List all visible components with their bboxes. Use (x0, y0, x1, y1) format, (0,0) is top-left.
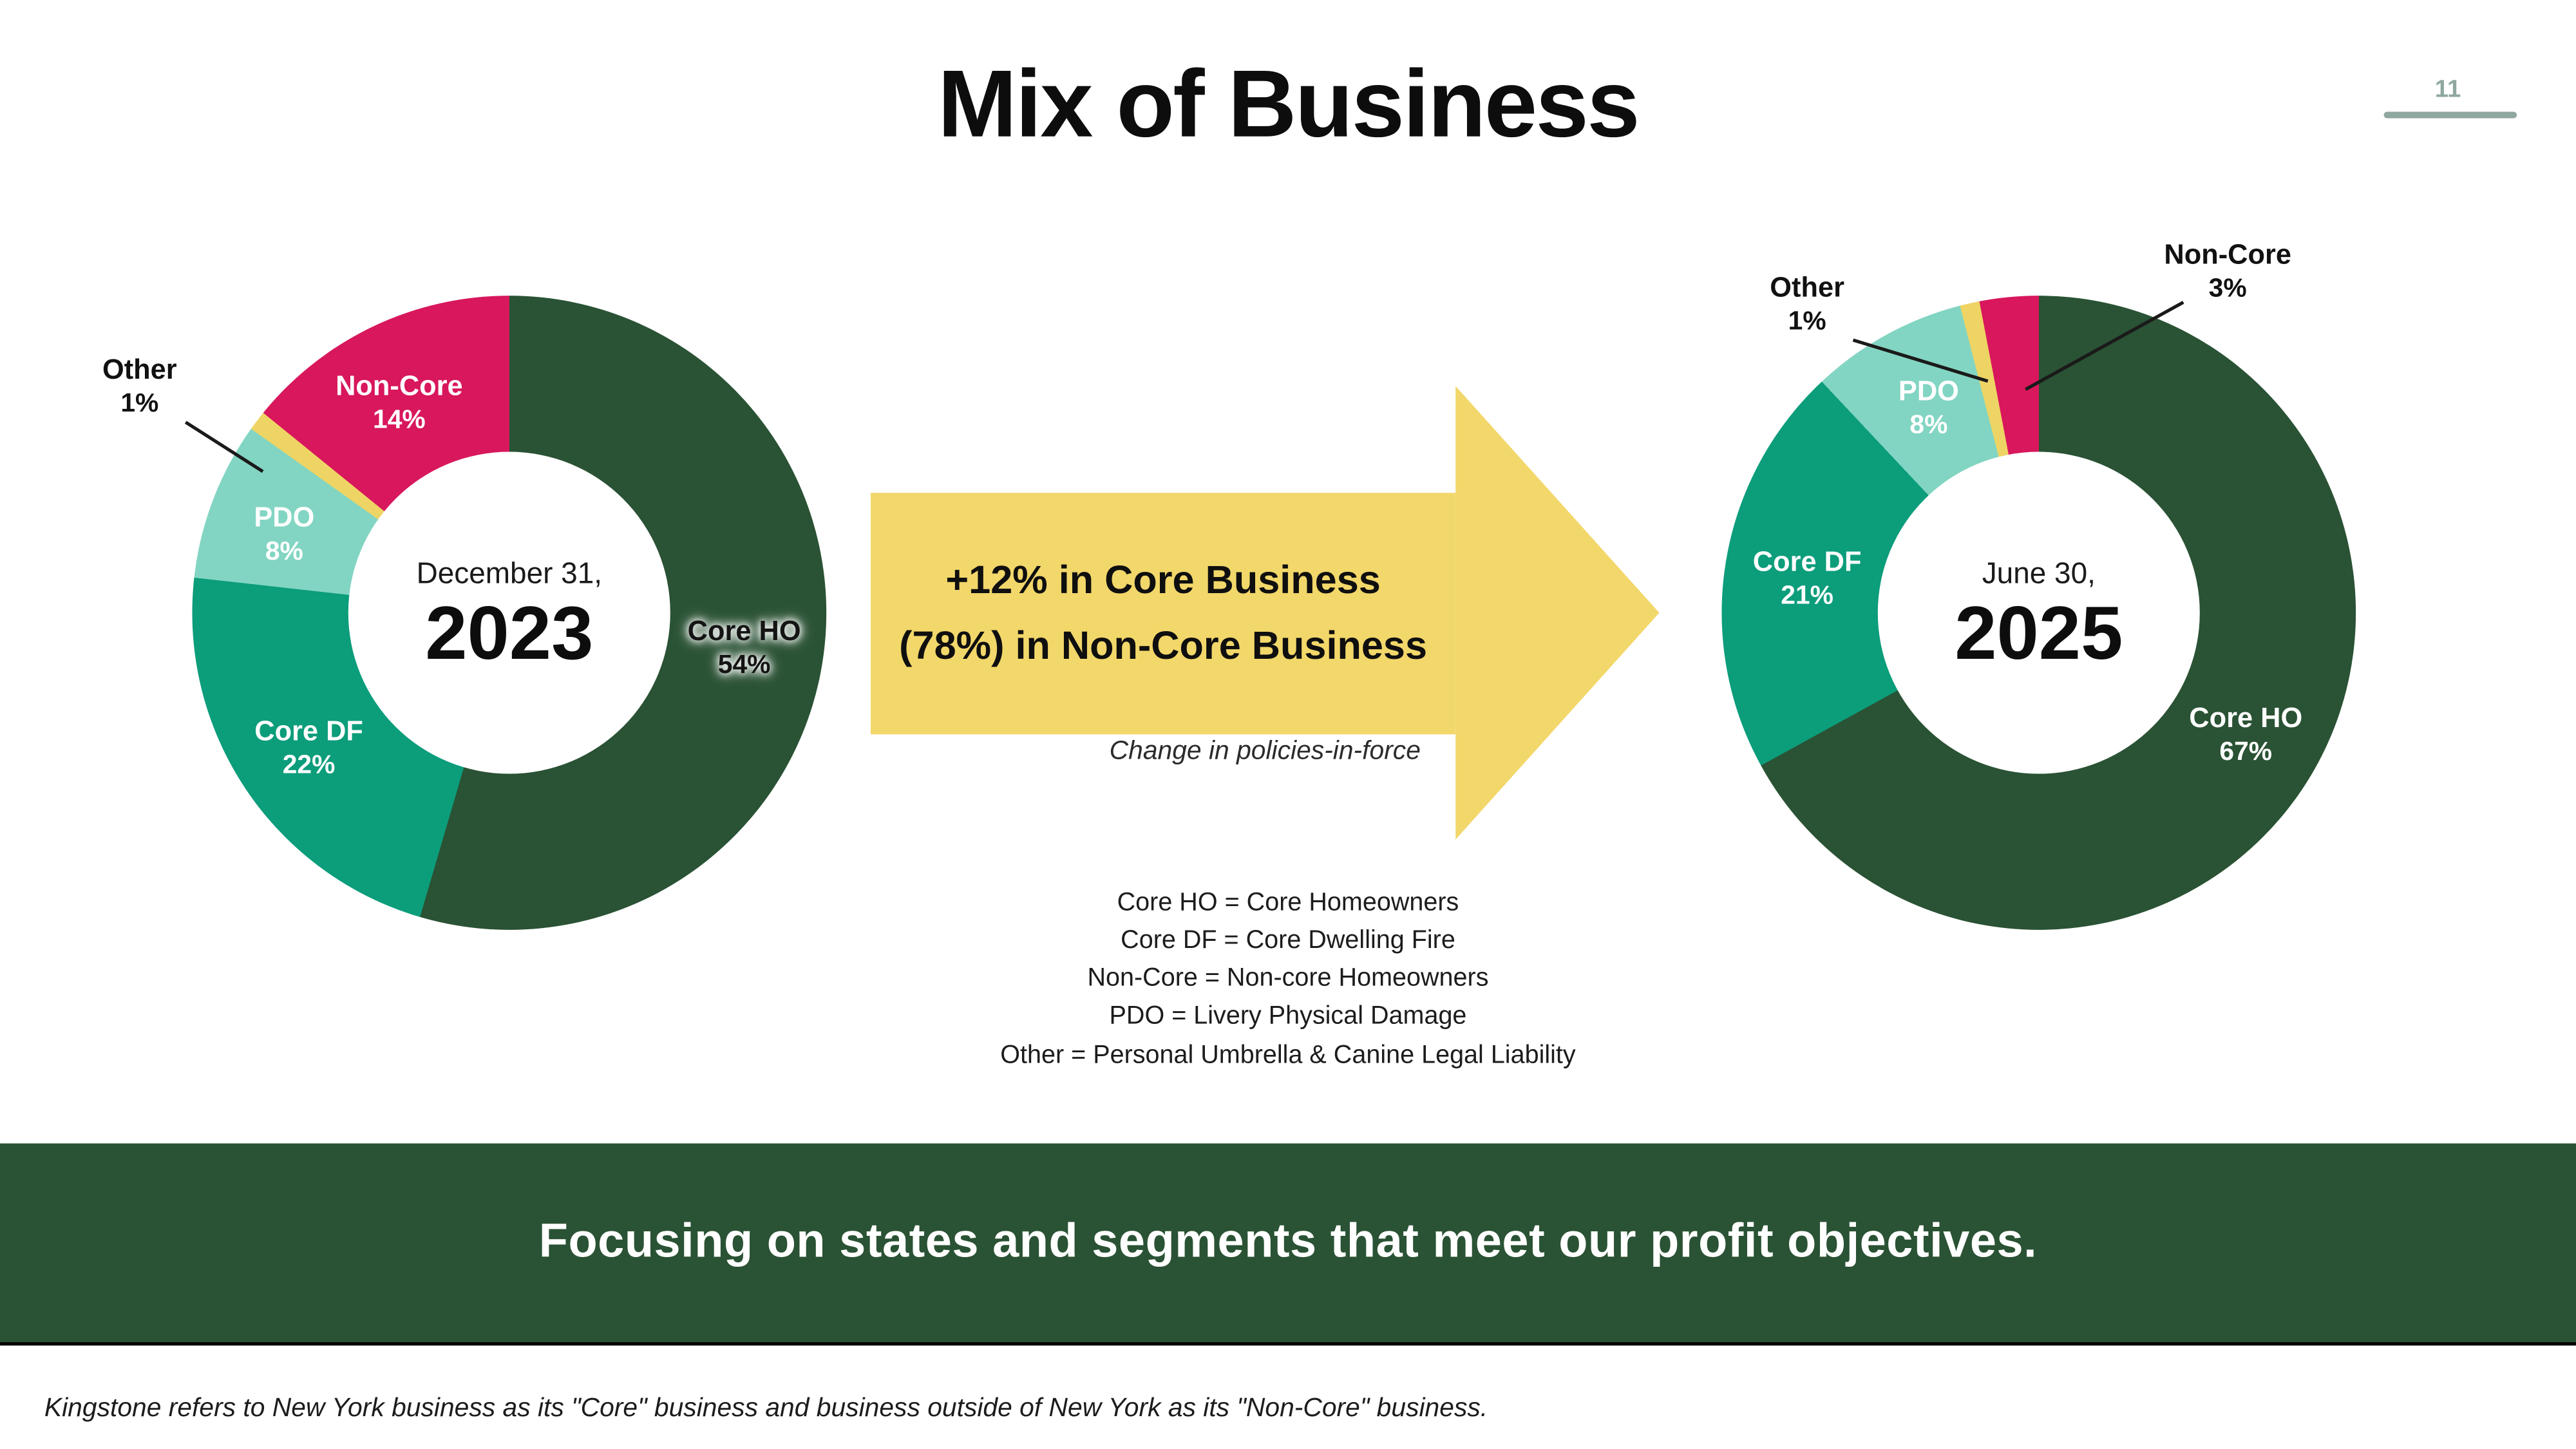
slice-label-non-core: Non-Core 14% (336, 370, 463, 435)
arrow-text-line1: +12% in Core Business (945, 558, 1381, 603)
donut-center-2025: June 30, 2025 (1877, 451, 2200, 774)
arrow-body: +12% in Core Business (78%) in Non-Core … (871, 493, 1456, 735)
donut-center-2023: December 31, 2023 (348, 451, 670, 774)
slice-label-other: Other 1% (102, 354, 177, 419)
legend-line: Non-Core = Non-core Homeowners (1087, 965, 1489, 993)
donut-chart-2023: December 31, 2023 Non-Core 14% PDO 8% Co… (102, 296, 827, 930)
slice-label-pdo: PDO 8% (1898, 375, 1959, 440)
slice-label-core-ho: Core HO 67% (2189, 702, 2303, 767)
arrow-head (1455, 386, 1660, 840)
legend-line: Other = Personal Umbrella & Canine Legal… (1000, 1041, 1576, 1069)
legend-line: Core HO = Core Homeowners (1117, 889, 1459, 917)
donut-center-date: December 31, (416, 556, 603, 589)
arrow-text-line2: (78%) in Non-Core Business (899, 623, 1428, 668)
banner: Focusing on states and segments that mee… (0, 1143, 2576, 1346)
donut-center-year: 2025 (1955, 589, 2123, 675)
arrow-note: Change in policies-in-force (1109, 737, 1421, 766)
donut-center-date: June 30, (1982, 556, 2096, 589)
slice-label-pdo: PDO 8% (254, 502, 315, 567)
donut-chart-2025: June 30, 2025 Core HO 67% Core DF 21% PD… (1721, 239, 2356, 930)
transition-arrow: +12% in Core Business (78%) in Non-Core … (871, 386, 1660, 840)
page-number-underline (2383, 111, 2517, 118)
legend-line: Core DF = Core Dwelling Fire (1121, 927, 1455, 955)
slice-label-core-df: Core DF 22% (254, 715, 363, 780)
slice-label-other: Other 1% (1770, 272, 1844, 337)
slice-label-core-ho: Core HO 54% (687, 615, 801, 680)
abbreviation-legend: Core HO = Core Homeowners Core DF = Core… (795, 887, 1781, 1077)
banner-text: Focusing on states and segments that mee… (538, 1215, 2038, 1269)
page-title: Mix of Business (937, 51, 1640, 158)
slice-label-core-df: Core DF 21% (1752, 546, 1862, 611)
donut-center-year: 2023 (425, 589, 594, 675)
page-number: 11 (2434, 75, 2461, 104)
slice-label-non-core: Non-Core 3% (2164, 239, 2291, 304)
legend-line: PDO = Livery Physical Damage (1109, 1003, 1467, 1031)
footer-note: Kingstone refers to New York business as… (44, 1394, 1488, 1423)
